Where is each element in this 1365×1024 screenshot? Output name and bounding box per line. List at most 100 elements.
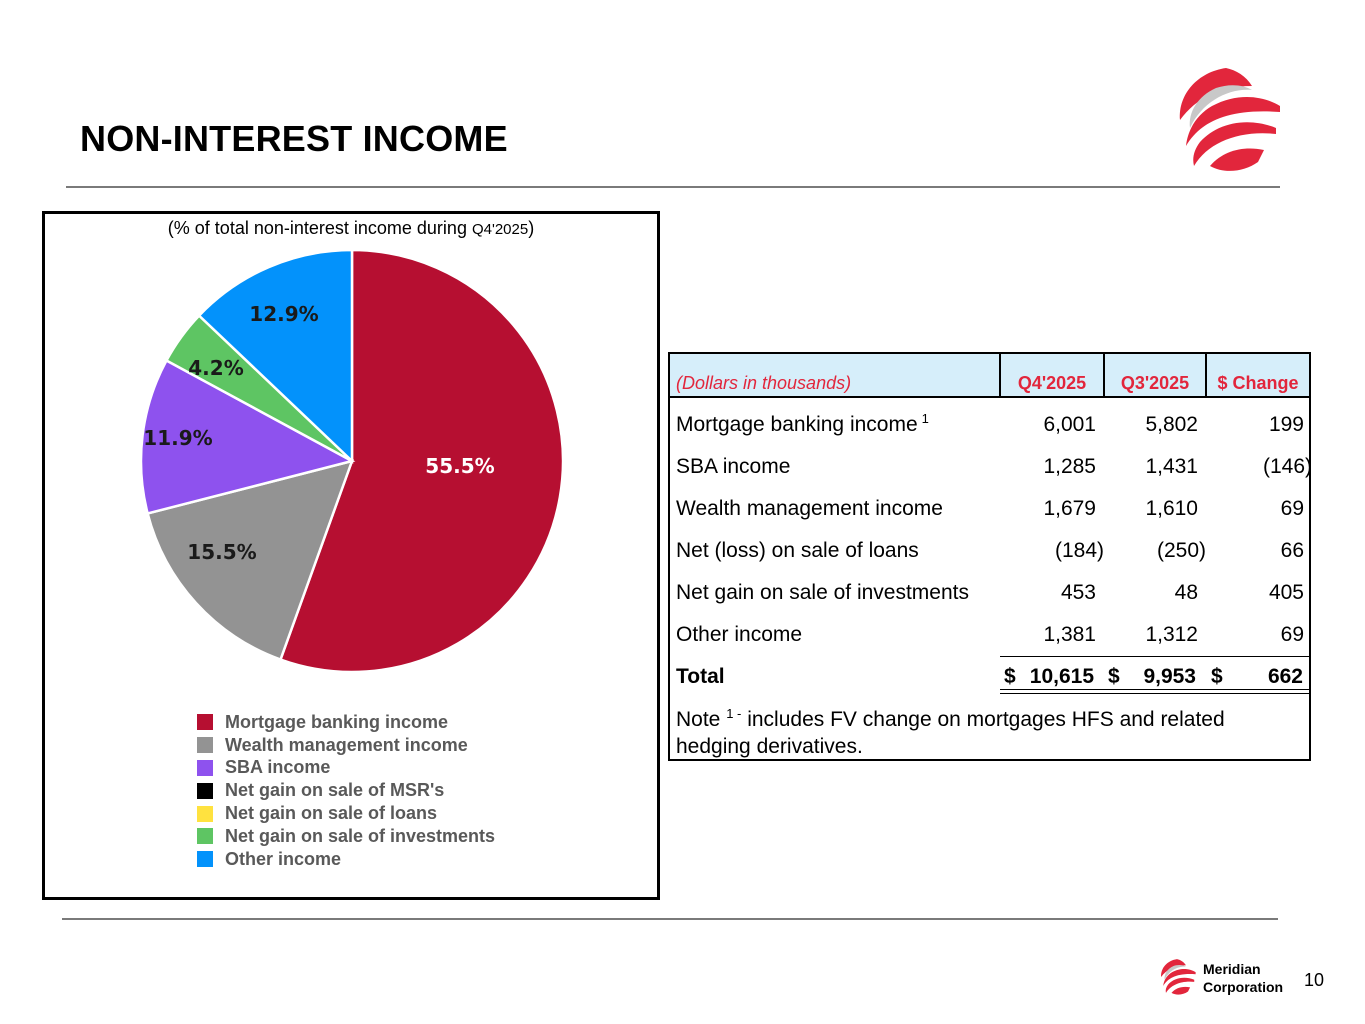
legend-label: Net gain on sale of investments	[225, 825, 496, 846]
pie-slice	[139, 358, 356, 515]
bottom-divider	[62, 918, 1278, 920]
legend-swatch	[197, 714, 213, 731]
cell-q3: 1,312	[1145, 623, 1198, 646]
total-double-rule	[1000, 693, 1309, 694]
footer-company-name: Meridian Corporation	[1203, 960, 1283, 996]
row-label: Mortgage banking income 1	[676, 404, 929, 446]
chart-legend: Mortgage banking income Wealth management…	[197, 711, 495, 871]
cell-q3: 1,431	[1145, 455, 1198, 478]
row-label-text: Wealth management income	[676, 497, 943, 520]
footer-name-line: Corporation	[1203, 979, 1284, 995]
total-q3-value: 9,953	[1143, 665, 1196, 688]
row-label-text: Other income	[676, 623, 803, 646]
legend-label: Net gain on sale of MSR's	[225, 780, 445, 801]
legend-label: Other income	[225, 848, 342, 869]
legend-item: Other income	[197, 848, 495, 871]
total-change-currency: $	[1211, 665, 1223, 688]
cell-change: 199	[1268, 413, 1304, 436]
legend-swatch	[197, 805, 213, 822]
cell-change: (146)	[1262, 455, 1312, 478]
legend-label: Net gain on sale of loans	[225, 803, 438, 824]
cell-q4: 1,679	[1043, 497, 1096, 520]
note-superscript: 1 -	[726, 706, 742, 721]
total-q3-currency: $	[1108, 665, 1120, 688]
cell-q3: 1,610	[1145, 497, 1198, 520]
cell-change: 66	[1280, 539, 1304, 562]
chart-subtitle-prefix: (% of total non-interest income during	[167, 218, 472, 238]
cell-change: 405	[1268, 581, 1304, 604]
row-label-text: Net gain on sale of investments	[676, 581, 969, 604]
legend-label: Mortgage banking income	[225, 711, 449, 732]
pie-slice	[197, 248, 354, 464]
cell-q4: 6,001	[1043, 413, 1096, 436]
pie-slice	[146, 459, 354, 662]
legend-swatch	[197, 828, 213, 845]
row-label: Net (loss) on sale of loans	[676, 530, 919, 572]
total-q4-value: 10,615	[1029, 665, 1094, 688]
cell-q3: (250)	[1156, 539, 1206, 562]
column-header-change: $ Change	[1217, 373, 1299, 393]
legend-swatch	[197, 737, 213, 754]
table-row: Wealth management income 1,679 1,610 69	[670, 488, 1309, 530]
legend-item: Mortgage banking income	[197, 711, 495, 734]
header-divider	[1103, 354, 1105, 396]
table-row: SBA income 1,285 1,431 (146)	[670, 446, 1312, 488]
chart-subtitle: (% of total non-interest income during Q…	[45, 218, 657, 239]
legend-label: Wealth management income	[225, 734, 468, 755]
row-label: Wealth management income	[676, 488, 943, 530]
table-header-units: (Dollars in thousands)	[676, 373, 852, 393]
cell-q4: 1,285	[1043, 455, 1096, 478]
note-prefix: Note	[676, 708, 727, 731]
row-label-text: SBA income	[676, 455, 791, 478]
table-header: (Dollars in thousands) Q4'2025 Q3'2025 $…	[670, 354, 1309, 398]
cell-q3: 48	[1174, 581, 1198, 604]
pie-slice-label: 11.9%	[143, 426, 212, 450]
chart-subtitle-suffix: )	[528, 218, 535, 238]
company-logo-icon	[1179, 68, 1280, 171]
row-label-text: Net (loss) on sale of loans	[676, 539, 919, 562]
table-row: Other income 1,381 1,312 69	[670, 614, 1309, 656]
legend-item: Net gain on sale of investments	[197, 825, 495, 848]
cell-q3: 5,802	[1145, 413, 1198, 436]
pie-slice-label: 55.5%	[425, 454, 494, 478]
legend-swatch	[197, 759, 213, 776]
table-total-row: Total $ 10,615 $ 9,953 $ 662	[670, 656, 1309, 698]
total-label: Total	[676, 665, 725, 688]
chart-subtitle-period: Q4'2025	[471, 221, 529, 238]
page-title: NON-INTEREST INCOME	[80, 118, 508, 159]
row-label: Net gain on sale of investments	[676, 572, 969, 614]
footer-name-line: Meridian	[1203, 961, 1261, 977]
table-row: Mortgage banking income 1 6,001 5,802 199	[670, 404, 1309, 446]
legend-swatch	[197, 851, 213, 868]
table-footnote: Note 1 - includes FV change on mortgages…	[676, 706, 1301, 760]
column-header-q3: Q3'2025	[1120, 373, 1190, 393]
pie-slice-label: 12.9%	[249, 302, 318, 326]
legend-item: Net gain on sale of loans	[197, 802, 495, 825]
cell-change: 69	[1280, 623, 1304, 646]
income-table: (Dollars in thousands) Q4'2025 Q3'2025 $…	[668, 352, 1312, 761]
row-label: SBA income	[676, 446, 790, 488]
row-label: Other income	[676, 614, 802, 656]
header-divider	[1205, 354, 1207, 396]
legend-swatch	[197, 782, 213, 799]
pie-slice-label: 15.5%	[187, 540, 256, 564]
subtotal-rule	[1000, 656, 1309, 657]
total-q4-currency: $	[1004, 665, 1016, 688]
cell-q4: 1,381	[1043, 623, 1096, 646]
pie-chart-panel: (% of total non-interest income during Q…	[42, 211, 660, 900]
header-divider	[999, 354, 1001, 396]
footer-logo-icon	[1161, 959, 1196, 995]
total-double-rule	[1000, 689, 1309, 690]
table-row: Net gain on sale of investments 453 48 405	[670, 572, 1309, 614]
note-text: includes FV change on mortgages HFS and …	[676, 708, 1225, 758]
legend-item: Net gain on sale of MSR's	[197, 779, 495, 802]
pie-slice-label: 4.2%	[188, 356, 243, 380]
table-row: Net (loss) on sale of loans (184) (250) 66	[670, 530, 1309, 572]
top-divider	[66, 186, 1280, 188]
total-change-value: 662	[1267, 665, 1303, 688]
row-footnote-marker: 1	[921, 411, 929, 426]
column-header-q4: Q4'2025	[1017, 373, 1087, 393]
legend-item: Wealth management income	[197, 734, 495, 757]
pie-chart: 55.5% 15.5% 11.9% 4.2% 12.9%	[139, 248, 565, 674]
cell-q4: (184)	[1054, 539, 1104, 562]
